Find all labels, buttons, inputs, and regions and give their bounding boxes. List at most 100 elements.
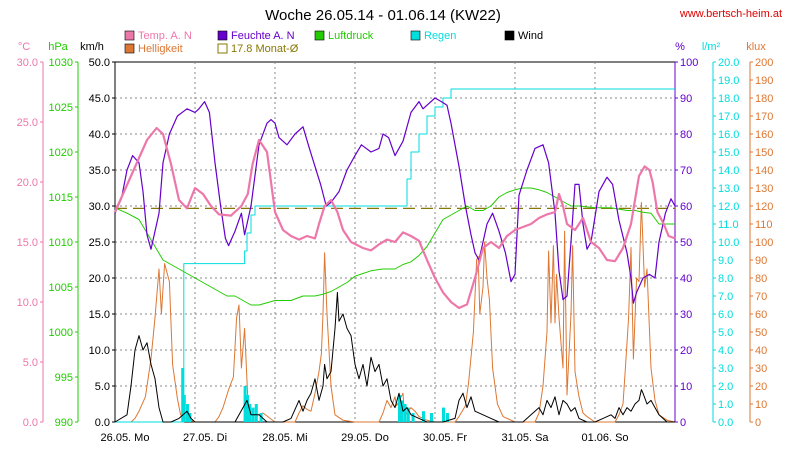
wind-tick-label: 10.0 — [89, 345, 110, 357]
hum-tick-label: 90 — [680, 93, 692, 105]
light-tick-label: 80 — [755, 273, 767, 285]
rain-tick-label: 16.0 — [718, 129, 739, 141]
rain-bar — [398, 395, 401, 422]
press-unit-label: hPa — [48, 41, 68, 53]
legend-label-hum: Feuchte A. N — [231, 30, 295, 42]
wind-series-line — [114, 291, 675, 423]
rain-tick-label: 18.0 — [718, 93, 739, 105]
wind-tick-label: 40.0 — [89, 129, 110, 141]
press-tick-label: 1030 — [49, 57, 73, 69]
light-tick-label: 70 — [755, 291, 767, 303]
light-tick-label: 50 — [755, 327, 767, 339]
wind-tick-label: 0.0 — [95, 417, 110, 429]
x-tick-label: 29.05. Do — [341, 432, 389, 444]
legend-swatch-hum — [217, 30, 228, 41]
legend-label-press: Luftdruck — [328, 30, 374, 42]
hum-tick-label: 30 — [680, 309, 692, 321]
legend-swatch-press — [314, 30, 325, 41]
legend-item-rain: Regen — [410, 30, 456, 42]
rain-bar — [400, 400, 404, 422]
rain-bar — [248, 404, 252, 422]
light-tick-label: 60 — [755, 309, 767, 321]
legend-label-light: Helligkeit — [138, 43, 183, 55]
legend-swatch-rain — [410, 30, 421, 41]
rain-tick-label: 1.0 — [718, 399, 733, 411]
light-unit-label: klux — [746, 41, 766, 53]
light-tick-label: 200 — [755, 57, 773, 69]
legend: Temp. A. N Feuchte A. N Luftdruck Regen Wind… — [124, 30, 543, 55]
site-url: www.bertsch-heim.at — [679, 8, 782, 20]
wind-unit-label: km/h — [80, 41, 104, 53]
hum-tick-label: 50 — [680, 237, 692, 249]
rain-bar — [254, 404, 258, 422]
hum-tick-label: 20 — [680, 345, 692, 357]
legend-label-rain: Regen — [424, 30, 456, 42]
rain-bar — [188, 413, 192, 422]
wind-tick-label: 5.0 — [95, 381, 110, 393]
press-tick-label: 1000 — [49, 327, 73, 339]
rain-tick-label: 12.0 — [718, 201, 739, 213]
rain-series-line — [115, 88, 675, 423]
temp-tick-label: 20.0 — [17, 177, 38, 189]
light-tick-label: 130 — [755, 183, 773, 195]
x-tick-label: 31.05. Sa — [501, 432, 549, 444]
rain-bar — [430, 413, 433, 422]
rain-tick-label: 0.0 — [718, 417, 733, 429]
axes: 0.05.010.015.020.025.030.0°C990995100010… — [17, 41, 774, 429]
wind-tick-label: 30.0 — [89, 201, 110, 213]
light-tick-label: 190 — [755, 75, 773, 87]
legend-swatch-wind — [504, 30, 515, 41]
legend-item-press: Luftdruck — [314, 30, 374, 42]
x-tick-label: 30.05. Fr — [423, 432, 467, 444]
rain-bar — [406, 407, 410, 422]
rain-tick-label: 19.0 — [718, 75, 739, 87]
legend-label-avg: 17.8 Monat-Ø — [231, 43, 299, 55]
light-tick-label: 30 — [755, 363, 767, 375]
rain-tick-label: 15.0 — [718, 147, 739, 159]
wind-tick-label: 45.0 — [89, 93, 110, 105]
temp-tick-label: 0.0 — [23, 417, 38, 429]
light-tick-label: 0 — [755, 417, 761, 429]
legend-swatch-temp — [124, 30, 135, 41]
rain-tick-label: 6.0 — [718, 309, 733, 321]
temp-tick-label: 10.0 — [17, 297, 38, 309]
rain-bar — [411, 413, 415, 422]
light-tick-label: 40 — [755, 345, 767, 357]
hum-tick-label: 70 — [680, 165, 692, 177]
light-tick-label: 90 — [755, 255, 767, 267]
rain-tick-label: 2.0 — [718, 381, 733, 393]
rain-tick-label: 5.0 — [718, 327, 733, 339]
rain-tick-label: 14.0 — [718, 165, 739, 177]
press-tick-label: 1010 — [49, 237, 73, 249]
light-tick-label: 140 — [755, 165, 773, 177]
press-tick-label: 995 — [55, 372, 73, 384]
rain-bar — [259, 413, 263, 422]
x-tick-label: 27.05. Di — [183, 432, 227, 444]
rain-bar — [422, 411, 425, 422]
light-tick-label: 20 — [755, 381, 767, 393]
wind-tick-label: 50.0 — [89, 57, 110, 69]
light-tick-label: 120 — [755, 201, 773, 213]
light-tick-label: 180 — [755, 93, 773, 105]
series — [113, 88, 676, 423]
legend-swatch-avg — [217, 43, 228, 54]
rain-tick-label: 11.0 — [718, 219, 739, 231]
x-tick-label: 01.06. So — [581, 432, 628, 444]
press-tick-label: 1025 — [49, 102, 73, 114]
rain-tick-label: 17.0 — [718, 111, 739, 123]
rain-tick-label: 10.0 — [718, 237, 739, 249]
light-tick-label: 10 — [755, 399, 767, 411]
light-tick-label: 100 — [755, 237, 773, 249]
light-tick-label: 160 — [755, 129, 773, 141]
rain-unit-label: l/m² — [702, 41, 721, 53]
hum-tick-label: 80 — [680, 129, 692, 141]
rain-bar — [442, 407, 445, 422]
hum-series-line — [114, 97, 676, 304]
x-tick-labels: 26.05. Mo 27.05. Di 28.05. Mi 29.05. Do 30.0… — [101, 432, 629, 444]
press-tick-label: 990 — [55, 417, 73, 429]
legend-label-wind: Wind — [518, 30, 543, 42]
rain-bar — [403, 404, 407, 422]
hum-unit-label: % — [675, 41, 685, 53]
legend-label-temp: Temp. A. N — [138, 30, 192, 42]
light-tick-label: 110 — [755, 219, 773, 231]
